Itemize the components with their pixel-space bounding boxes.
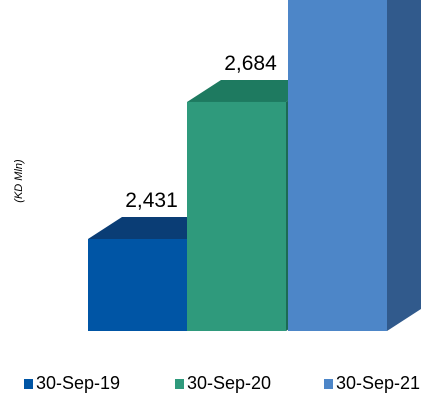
bar-value-label-2: 2,684 <box>224 52 277 75</box>
legend-swatch-2 <box>175 379 184 389</box>
legend-label-3: 30-Sep-21 <box>336 373 420 393</box>
bar-1 <box>88 239 187 331</box>
legend: 30-Sep-19 30-Sep-20 30-Sep-21 <box>24 373 420 393</box>
bar-3 <box>288 0 387 331</box>
bar-top-2 <box>187 79 320 102</box>
bar-value-label-1: 2,431 <box>125 189 178 212</box>
legend-swatch-3 <box>324 379 333 389</box>
bar-2 <box>187 101 286 332</box>
y-axis-label: (KD Mln) <box>13 159 25 203</box>
legend-label-2: 30-Sep-20 <box>187 373 271 393</box>
bar-side-3 <box>387 0 421 331</box>
legend-swatch-1 <box>24 379 33 389</box>
legend-label-1: 30-Sep-19 <box>36 373 120 393</box>
bars-layer <box>88 0 421 332</box>
